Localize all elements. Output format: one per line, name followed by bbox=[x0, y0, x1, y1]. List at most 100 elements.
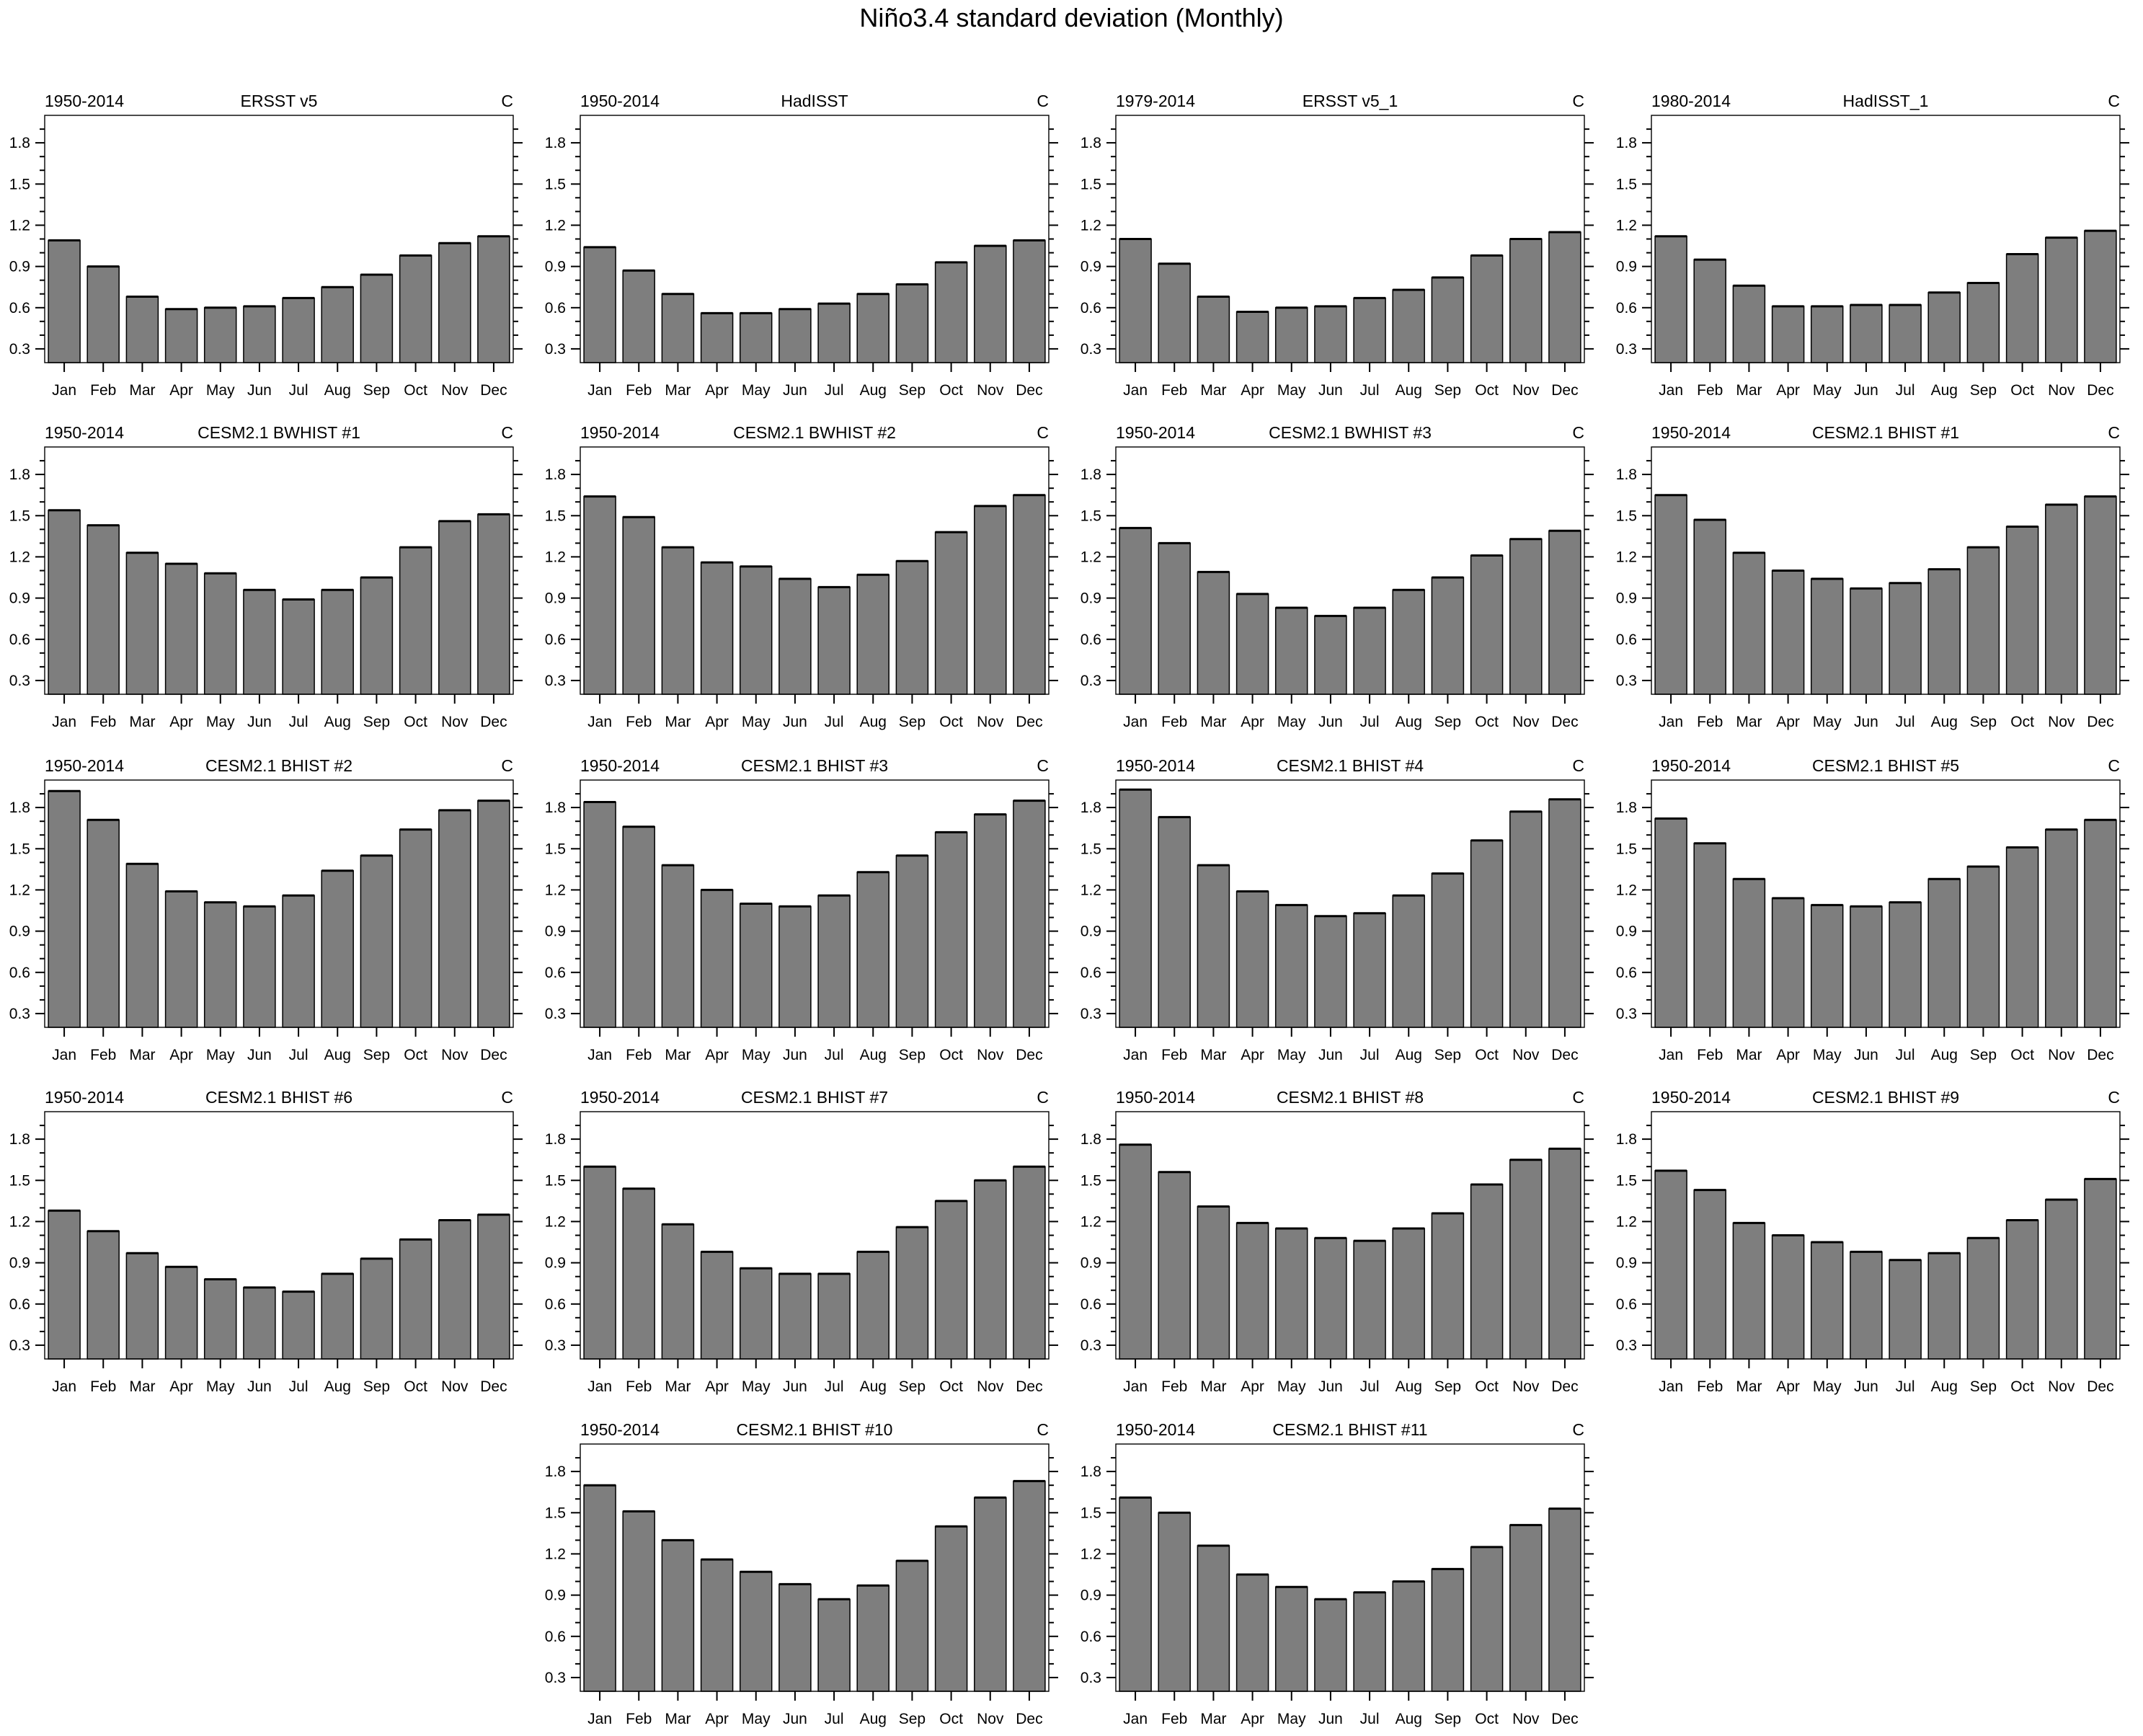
y-tick-label: 0.6 bbox=[1616, 1296, 1637, 1313]
month-label: Nov bbox=[1512, 1711, 1540, 1727]
y-tick-label: 0.6 bbox=[1081, 632, 1101, 648]
month-label: Aug bbox=[1931, 1047, 1958, 1063]
month-label: Dec bbox=[1551, 1047, 1578, 1063]
y-tick-label: 1.5 bbox=[1081, 841, 1101, 857]
panel-dataset: CESM2.1 BWHIST #1 bbox=[198, 423, 360, 442]
y-tick-label: 0.9 bbox=[1081, 1255, 1101, 1272]
y-tick-label: 0.6 bbox=[1616, 965, 1637, 981]
bar bbox=[778, 308, 812, 363]
bar bbox=[856, 1585, 889, 1692]
month-label: Sep bbox=[899, 382, 926, 399]
month-label: Jan bbox=[1123, 714, 1148, 730]
panel-svg: 1950-2014 CESM2.1 BHIST #7 C Jan Feb Mar Apr Ma… bbox=[545, 1088, 1058, 1395]
month-label: Mar bbox=[1200, 1711, 1226, 1727]
bar bbox=[661, 1223, 695, 1360]
month-label: Dec bbox=[1016, 1711, 1042, 1727]
bar bbox=[1235, 1574, 1269, 1692]
month-label: May bbox=[206, 714, 235, 730]
month-label: Sep bbox=[1970, 382, 1997, 399]
month-label: Jun bbox=[1318, 382, 1343, 399]
bar bbox=[856, 871, 889, 1028]
bar bbox=[1158, 1512, 1191, 1692]
bar bbox=[1119, 789, 1152, 1028]
bar bbox=[1732, 285, 1766, 363]
chart-panel: 1950-2014 CESM2.1 BHIST #11 C Jan Feb Mar Apr M… bbox=[1071, 1415, 1607, 1732]
panel-units: C bbox=[1037, 423, 1049, 442]
bar bbox=[1810, 904, 1844, 1028]
y-tick-label: 1.2 bbox=[545, 217, 566, 234]
panel-dataset: CESM2.1 BWHIST #2 bbox=[733, 423, 896, 442]
bar bbox=[1274, 1586, 1308, 1692]
bar bbox=[2084, 1178, 2117, 1360]
bar bbox=[1927, 1252, 1961, 1360]
panel-dataset: CESM2.1 BWHIST #3 bbox=[1269, 423, 1432, 442]
panel-dataset: CESM2.1 BHIST #7 bbox=[741, 1088, 888, 1107]
bar bbox=[1509, 1524, 1543, 1692]
bar bbox=[2045, 504, 2078, 695]
bar bbox=[477, 513, 510, 695]
month-label: Jul bbox=[825, 382, 844, 399]
y-tick-label: 1.8 bbox=[9, 466, 30, 483]
month-label: Sep bbox=[363, 1047, 390, 1063]
bar bbox=[1392, 1580, 1425, 1692]
bar bbox=[48, 509, 81, 695]
bar bbox=[1693, 1189, 1726, 1360]
month-label: Apr bbox=[1776, 1378, 1800, 1395]
y-tick-label: 0.9 bbox=[545, 1587, 566, 1604]
y-tick-label: 1.2 bbox=[545, 549, 566, 565]
panel-period: 1950-2014 bbox=[580, 1420, 660, 1439]
bar bbox=[1732, 878, 1766, 1028]
bar bbox=[164, 308, 198, 363]
bar bbox=[2045, 828, 2078, 1028]
y-tick-label: 1.5 bbox=[1616, 841, 1637, 857]
bar bbox=[48, 790, 81, 1028]
panel-svg: 1950-2014 CESM2.1 BWHIST #3 C Jan Feb Mar Apr M… bbox=[1081, 423, 1594, 730]
bar bbox=[622, 270, 655, 363]
month-label: Dec bbox=[2087, 1378, 2113, 1395]
chart-panel: 1950-2014 CESM2.1 BWHIST #1 C Jan Feb Mar Apr M… bbox=[0, 418, 536, 735]
bar bbox=[1274, 307, 1308, 363]
bar bbox=[622, 1510, 655, 1692]
month-label: Jul bbox=[1360, 1378, 1380, 1395]
month-label: Dec bbox=[1016, 1378, 1042, 1395]
panel-period: 1950-2014 bbox=[1116, 423, 1195, 442]
bar bbox=[399, 1239, 432, 1360]
panel-units: C bbox=[2108, 756, 2120, 775]
month-label: Feb bbox=[90, 382, 116, 399]
bar bbox=[438, 242, 471, 363]
month-label: Sep bbox=[1434, 1378, 1461, 1395]
y-tick-label: 1.2 bbox=[1081, 1546, 1101, 1562]
y-tick-label: 1.8 bbox=[1081, 1463, 1101, 1480]
y-tick-label: 0.3 bbox=[545, 1006, 566, 1022]
y-tick-label: 0.6 bbox=[545, 1296, 566, 1313]
panel-units: C bbox=[2108, 423, 2120, 442]
month-label: Dec bbox=[480, 714, 507, 730]
bar bbox=[282, 895, 315, 1028]
bar bbox=[360, 274, 394, 363]
bar bbox=[282, 598, 315, 695]
bar bbox=[203, 901, 237, 1028]
month-label: Apr bbox=[169, 714, 193, 730]
panel-period: 1950-2014 bbox=[1116, 756, 1195, 775]
month-label: Sep bbox=[1434, 382, 1461, 399]
month-label: Dec bbox=[1551, 1711, 1578, 1727]
month-label: Mar bbox=[665, 382, 691, 399]
month-label: Apr bbox=[705, 1711, 729, 1727]
y-tick-label: 0.3 bbox=[1081, 1006, 1101, 1022]
bar bbox=[700, 889, 734, 1028]
bar bbox=[1314, 1237, 1347, 1360]
y-tick-label: 0.9 bbox=[1081, 924, 1101, 940]
month-label: Feb bbox=[1161, 1047, 1187, 1063]
month-label: Jun bbox=[1318, 1711, 1343, 1727]
month-label: Jul bbox=[1896, 1378, 1915, 1395]
month-label: Mar bbox=[129, 714, 155, 730]
month-label: Mar bbox=[1736, 1378, 1762, 1395]
bar bbox=[1197, 571, 1230, 695]
month-label: Feb bbox=[90, 1047, 116, 1063]
month-label: Oct bbox=[1475, 1047, 1499, 1063]
panel-dataset: CESM2.1 BHIST #3 bbox=[741, 756, 888, 775]
month-label: Jul bbox=[1360, 1711, 1380, 1727]
y-tick-label: 0.3 bbox=[545, 1670, 566, 1686]
month-label: Oct bbox=[939, 1047, 963, 1063]
bar bbox=[1158, 816, 1191, 1028]
